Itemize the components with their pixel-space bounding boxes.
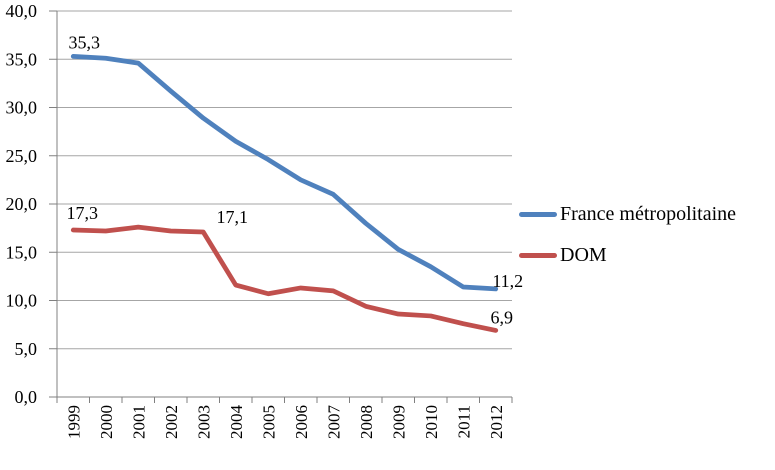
data-label: 35,3 <box>69 32 101 52</box>
x-axis-label: 1999 <box>64 405 83 439</box>
y-axis-label: 35,0 <box>6 49 38 69</box>
chart-legend: France métropolitaine DOM <box>519 199 736 281</box>
x-axis-label: 2002 <box>162 405 181 439</box>
x-axis-label: 2008 <box>357 405 376 439</box>
y-axis-label: 40,0 <box>6 1 38 21</box>
data-label: 17,1 <box>217 207 249 227</box>
y-axis-label: 15,0 <box>6 242 38 262</box>
series-line-france-metropolitaine <box>70 53 499 292</box>
legend-swatch-france <box>519 211 557 217</box>
x-axis-label: 2007 <box>324 405 343 440</box>
data-label: 11,2 <box>492 271 523 291</box>
x-axis-label: 2010 <box>422 405 441 439</box>
data-label: 6,9 <box>491 307 514 327</box>
series-line-dom <box>70 224 499 333</box>
y-axis-label: 10,0 <box>6 291 38 311</box>
x-axis-label: 2001 <box>129 405 148 439</box>
x-axis-label: 2012 <box>487 405 506 439</box>
legend-item-dom: DOM <box>519 240 736 270</box>
y-axis-label: 25,0 <box>6 146 38 166</box>
legend-label-dom: DOM <box>560 243 607 266</box>
y-axis-label: 5,0 <box>15 339 38 359</box>
legend-label-france: France métropolitaine <box>560 202 737 225</box>
x-axis-label: 2000 <box>97 405 116 439</box>
legend-item-france: France métropolitaine <box>519 199 736 229</box>
x-axis-label: 2009 <box>389 405 408 439</box>
y-axis-label: 0,0 <box>15 387 38 407</box>
x-axis-label: 2003 <box>194 405 213 439</box>
x-axis-label: 2006 <box>292 405 311 439</box>
legend-swatch-dom <box>519 252 557 258</box>
x-axis-label: 2011 <box>454 405 473 438</box>
y-axis-label: 30,0 <box>6 98 38 118</box>
x-axis-label: 2004 <box>227 405 246 440</box>
y-axis-label: 20,0 <box>6 194 38 214</box>
data-label: 17,3 <box>67 203 99 223</box>
x-axis-label: 2005 <box>259 405 278 439</box>
